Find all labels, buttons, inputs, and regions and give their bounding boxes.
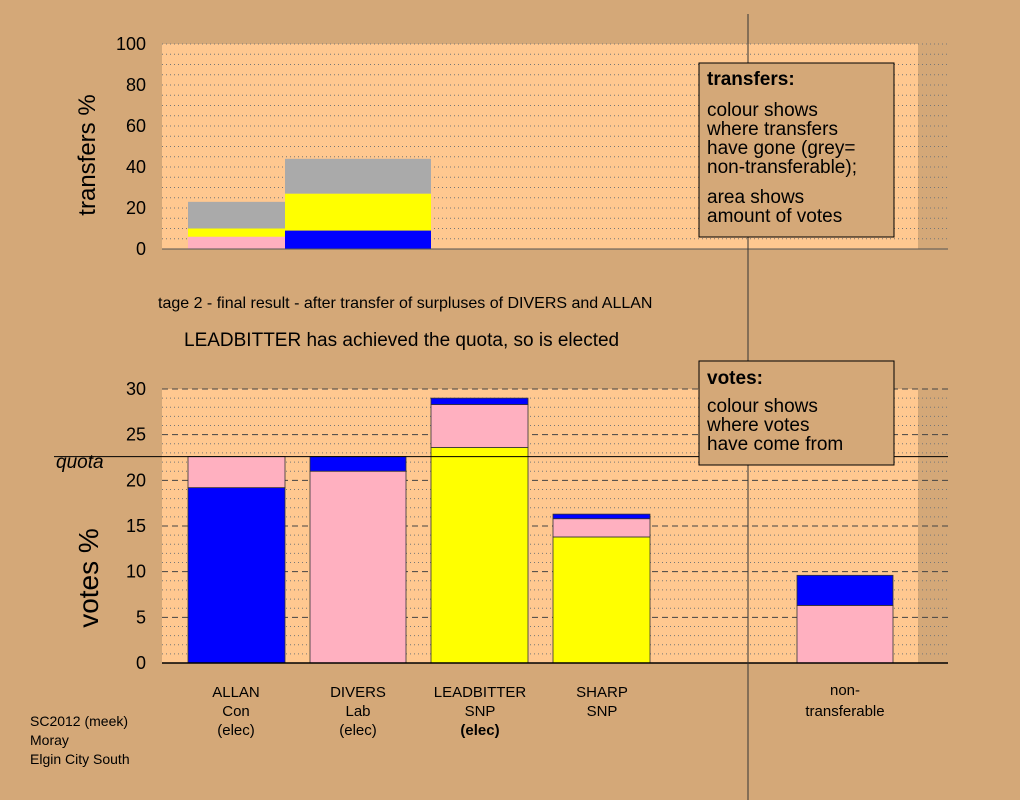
vote-bar-segment (552, 518, 651, 538)
votes-legend-line: where votes (706, 415, 809, 436)
votes-y-tick-label: 15 (126, 516, 146, 536)
votes-bars (187, 397, 894, 664)
transfers-y-tick-label: 0 (136, 239, 146, 259)
candidate-name: SHARP (576, 684, 628, 701)
transfer-bar-segment (188, 228, 285, 237)
transfers-y-tick-label: 100 (116, 34, 146, 54)
candidate-party: SNP (587, 703, 618, 720)
vote-bar-segment (187, 456, 286, 489)
transfers-legend-heading: transfers: (707, 69, 795, 90)
candidate-name: DIVERS (330, 684, 386, 701)
credit-line: SC2012 (meek) (30, 713, 128, 729)
vote-bar-segment (552, 536, 651, 664)
votes-legend-line: have come from (707, 434, 843, 455)
candidate-name: ALLAN (212, 684, 260, 701)
quota-label: quota (56, 452, 104, 473)
credit-line: Elgin City South (30, 751, 130, 767)
transfers-legend-line: non-transferable); (707, 157, 857, 178)
candidate-status: (elec) (217, 722, 255, 739)
vote-bar-segment (187, 487, 286, 664)
transfers-y-tick-label: 40 (126, 157, 146, 177)
transfer-bar-segment (188, 201, 285, 229)
vote-bar-segment (430, 404, 529, 448)
transfers-gridlines (162, 43, 948, 240)
transfers-legend-line: area shows (707, 187, 804, 208)
votes-y-tick-label: 20 (126, 470, 146, 490)
vote-bar-segment (430, 447, 529, 664)
votes-y-tick-label: 0 (136, 653, 146, 673)
vote-bar-segment (796, 605, 894, 664)
vote-bar-segment (309, 456, 407, 472)
transfers-legend-line: where transfers (706, 119, 838, 140)
candidate-name: non- (830, 682, 860, 699)
votes-legend: votes: colour shows where votes have com… (698, 360, 895, 466)
vote-bar-segment (796, 574, 894, 606)
votes-y-tick-label: 5 (136, 607, 146, 627)
transfer-bar-segment (285, 158, 431, 194)
transfers-y-tick-label: 80 (126, 75, 146, 95)
transfers-axis-title: transfers % (74, 94, 101, 215)
candidate-party: SNP (465, 703, 496, 720)
transfer-bar-segment (188, 236, 285, 249)
votes-legend-line: colour shows (707, 396, 818, 417)
transfers-y-ticks: 0 20 40 60 80 100 (116, 34, 146, 259)
credit-line: Moray (30, 732, 69, 748)
transfers-bars (188, 158, 431, 249)
votes-y-ticks: 0 5 10 15 20 25 30 (126, 379, 146, 673)
candidate-status: (elec) (460, 722, 499, 739)
votes-y-tick-label: 30 (126, 379, 146, 399)
votes-y-tick-label: 10 (126, 562, 146, 582)
transfer-bar-segment (285, 230, 431, 249)
candidate-labels: ALLAN Con (elec) DIVERS Lab (elec) LEADB… (212, 682, 884, 739)
transfers-legend-line: amount of votes (707, 206, 842, 227)
transfers-legend-line: colour shows (707, 100, 818, 121)
transfers-y-tick-label: 60 (126, 116, 146, 136)
transfer-bar-segment (285, 193, 431, 231)
candidate-name: LEADBITTER (434, 684, 527, 701)
transfers-legend-line: have gone (grey= (707, 138, 855, 159)
votes-legend-heading: votes: (707, 368, 763, 389)
stage-caption: tage 2 - final result - after transfer o… (158, 295, 652, 312)
credit-block: SC2012 (meek) Moray Elgin City South (30, 713, 130, 767)
transfers-y-tick-label: 20 (126, 198, 146, 218)
candidate-party: transferable (805, 703, 884, 720)
vote-bar-segment (552, 513, 651, 520)
vote-bar-segment (309, 470, 407, 664)
candidate-party: Con (222, 703, 250, 720)
votes-y-tick-label: 25 (126, 425, 146, 445)
candidate-status: (elec) (339, 722, 377, 739)
votes-axis-title: votes % (73, 528, 104, 628)
candidate-party: Lab (345, 703, 370, 720)
election-status: LEADBITTER has achieved the quota, so is… (184, 330, 619, 351)
vote-bar-segment (430, 397, 529, 405)
transfers-legend: transfers: colour shows where transfers … (698, 62, 895, 238)
